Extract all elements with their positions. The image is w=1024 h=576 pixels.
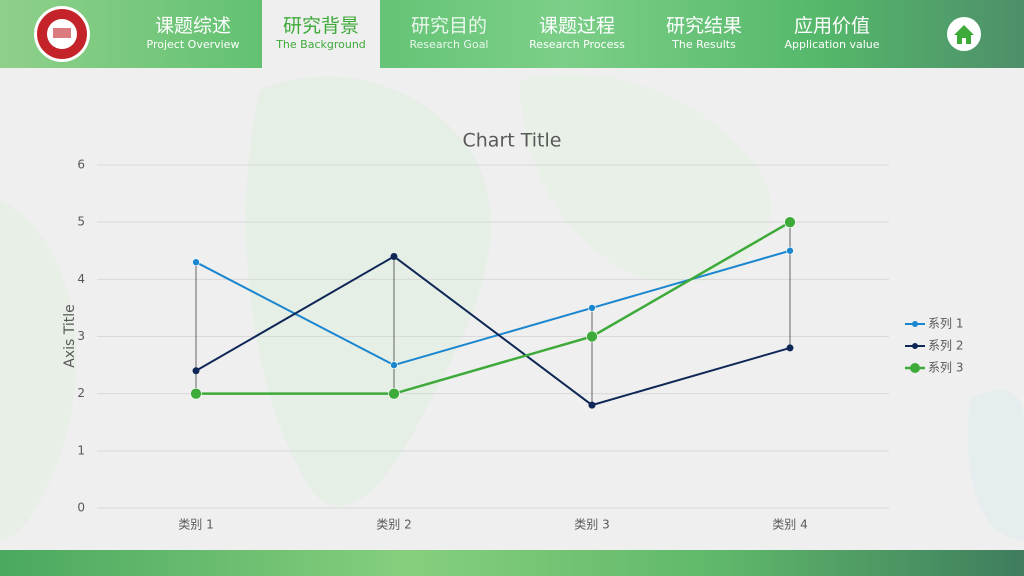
legend-marker: [912, 321, 918, 327]
marker: [388, 387, 400, 400]
nav-title: 应用价值: [793, 15, 870, 37]
x-tick-label: 类别 3: [574, 518, 609, 532]
bottom-bar: [0, 550, 1024, 576]
nav-item[interactable]: 课题综述 Project Overview: [134, 0, 252, 68]
y-axis-title: Axis Title: [62, 304, 78, 368]
nav-subtitle: The Results: [672, 38, 736, 51]
legend-label: 系列 1: [928, 317, 963, 331]
nav-title: 课题过程: [538, 15, 615, 37]
nav-item[interactable]: 课题过程 Research Process: [518, 0, 636, 68]
y-tick-label: 5: [77, 215, 85, 229]
legend-label: 系列 3: [928, 361, 963, 375]
marker: [784, 216, 796, 228]
nav-subtitle: Research Process: [529, 38, 625, 51]
nav-item[interactable]: 研究结果 The Results: [645, 0, 763, 68]
y-tick-label: 2: [77, 386, 85, 400]
nav-title: 研究背景: [282, 15, 359, 37]
marker: [192, 258, 200, 266]
home-icon: [954, 25, 974, 44]
y-tick-label: 6: [77, 158, 85, 172]
series-line: [196, 221, 791, 395]
x-tick-label: 类别 1: [178, 518, 213, 532]
y-tick-label: 3: [77, 329, 85, 343]
nav-subtitle: The Background: [276, 38, 366, 51]
logos: [34, 6, 981, 62]
nav-item[interactable]: 研究目的 Research Goal: [390, 0, 508, 68]
legend-label: 系列 2: [928, 339, 963, 353]
nav-title: 研究结果: [665, 15, 742, 37]
marker: [586, 330, 598, 343]
logo-building: [53, 28, 71, 38]
y-tick-label: 4: [77, 272, 85, 286]
legend-marker: [910, 363, 920, 373]
marker: [390, 252, 398, 260]
marker: [190, 387, 202, 400]
x-tick-label: 类别 4: [772, 518, 807, 532]
y-tick-label: 1: [77, 443, 85, 457]
chart-title: Chart Title: [463, 130, 562, 152]
x-tick-label: 类别 2: [376, 518, 411, 532]
marker: [588, 304, 596, 312]
nav-subtitle: Project Overview: [146, 38, 240, 51]
nav-title: 研究目的: [410, 15, 487, 37]
marker: [390, 361, 398, 369]
series-line: [195, 255, 791, 407]
marker: [786, 246, 794, 255]
nav-subtitle: Research Goal: [409, 38, 489, 51]
nav-item[interactable]: 应用价值 Application value: [773, 0, 891, 68]
top-bar: [0, 0, 1024, 68]
marker: [192, 367, 200, 375]
marker: [588, 401, 596, 409]
marker: [786, 344, 794, 352]
series-line: [195, 249, 791, 367]
nav-subtitle: Application value: [784, 38, 880, 51]
legend-marker: [912, 343, 918, 349]
nav-item[interactable]: 研究背景 The Background: [262, 0, 380, 68]
y-tick-label: 0: [77, 501, 85, 515]
nav-title: 课题综述: [154, 15, 231, 37]
